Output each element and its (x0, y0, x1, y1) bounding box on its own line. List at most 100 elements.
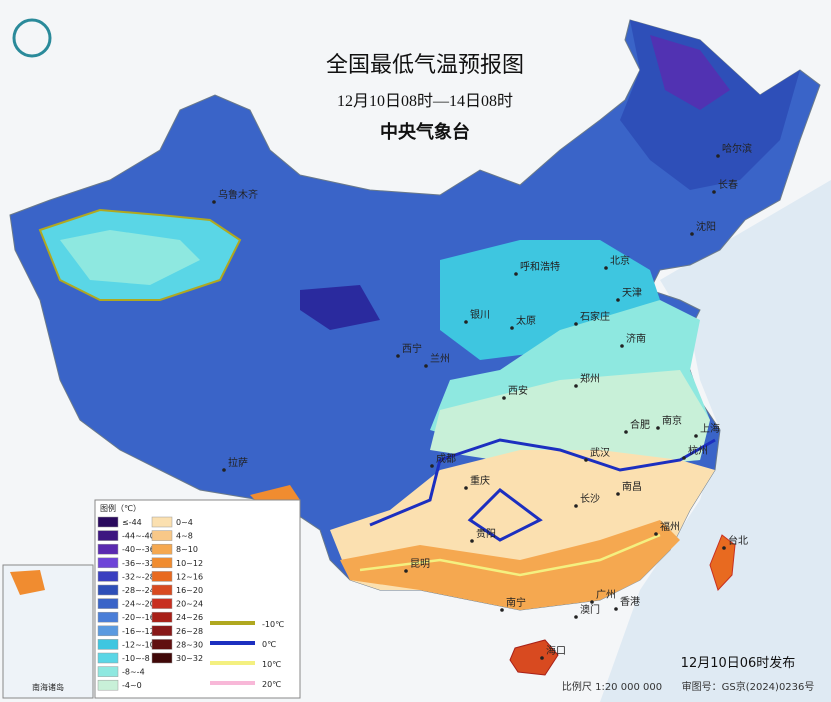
city-dot (470, 539, 474, 543)
zone-qaidam (300, 285, 380, 330)
legend-label: 20~24 (176, 600, 203, 609)
city-dot (424, 364, 428, 368)
legend-label: 24~26 (176, 613, 203, 622)
hainan (509, 639, 559, 676)
sea (600, 180, 831, 702)
city-label: 上海 (700, 422, 720, 435)
city-dot (620, 344, 624, 348)
city-dot (590, 600, 594, 604)
legend-swatch (151, 530, 173, 541)
legend-swatch (97, 625, 119, 637)
legend-label: -24~-20 (122, 600, 155, 609)
legend-label: 0~4 (176, 518, 193, 527)
logo (12, 18, 52, 58)
legend-label: -12~-10 (122, 640, 155, 649)
legend-swatch (97, 679, 119, 691)
city-dot (212, 200, 216, 204)
city-label: 西宁 (402, 342, 422, 355)
city-label: 长沙 (580, 493, 600, 505)
city-dot (222, 468, 226, 472)
city-dot (574, 615, 578, 619)
city-label: 福州 (660, 520, 680, 533)
legend-title: 图例（℃） (100, 503, 141, 513)
legend-label: 16~20 (176, 586, 203, 595)
city-dot (574, 322, 578, 326)
legend-label: -32~-28 (122, 572, 155, 581)
legend-label: -8~-4 (122, 668, 145, 677)
city-label: 西安 (508, 384, 528, 397)
city-label: 郑州 (580, 372, 600, 385)
city-dot (616, 298, 620, 302)
zone-very-cold (650, 35, 730, 110)
legend-label: 8~10 (176, 545, 198, 554)
ten-isotherm (359, 533, 661, 577)
zero-isotherm (369, 438, 716, 542)
legend-swatch (97, 666, 119, 677)
legend-swatch (97, 584, 119, 596)
legend-swatch (151, 639, 173, 650)
city-dot (624, 430, 628, 434)
city-dot (656, 426, 660, 430)
legend-line-label: -10℃ (262, 620, 284, 629)
city-label: 武汉 (590, 446, 610, 459)
map-number: 审图号：GS京(2024)0236号 (682, 680, 815, 693)
city-label: 天津 (622, 287, 642, 299)
city-dot (712, 190, 716, 194)
legend-swatch (97, 611, 119, 623)
legend-label: -28~-24 (122, 586, 155, 595)
legend-swatch (151, 652, 173, 664)
city-dot (500, 608, 504, 612)
city-label: 广州 (596, 589, 616, 601)
legend-label: 10~12 (176, 559, 203, 568)
legend-line-label: 10℃ (262, 660, 281, 669)
title: 全国最低气温预报图 (326, 53, 524, 78)
city-dot (690, 232, 694, 236)
zone-yangtze (430, 370, 710, 470)
legend-label: -44~-40 (122, 532, 155, 541)
city-label: 兰州 (430, 352, 450, 365)
city-dot (502, 396, 506, 400)
city-label: 石家庄 (580, 310, 610, 323)
city-label: 哈尔滨 (722, 142, 752, 155)
legend-swatch (151, 516, 173, 528)
city-dot (540, 656, 544, 660)
legend-label: -16~-12 (122, 627, 155, 636)
legend-label: -20~-16 (122, 613, 155, 622)
legend-swatch (151, 584, 173, 596)
city-label: 澳门 (580, 603, 600, 616)
city-dot (694, 434, 698, 438)
zone-tarim-inner (60, 230, 200, 285)
city-dot (464, 486, 468, 490)
legend-label: 4~8 (176, 532, 193, 541)
city-label: 长春 (718, 179, 738, 191)
legend-swatch (151, 611, 173, 623)
city-dot (616, 492, 620, 496)
city-label: 贵阳 (476, 527, 496, 540)
city-dot (574, 504, 578, 508)
legend-label: -4~0 (122, 681, 142, 690)
legend-swatch (97, 516, 119, 528)
city-label: 海口 (546, 644, 566, 657)
legend-swatch (151, 625, 173, 637)
legend-swatch (97, 652, 119, 664)
city-label: 台北 (728, 534, 748, 547)
legend-swatch (151, 571, 173, 582)
zone-south-warm (340, 520, 680, 610)
legend-box (94, 499, 301, 699)
city-label: 南京 (662, 414, 682, 427)
inset-label: 南海诸岛 (32, 682, 64, 692)
legend-label: 12~16 (176, 572, 203, 581)
city-dot (396, 354, 400, 358)
legend-swatch (97, 571, 119, 582)
legend-swatch (97, 598, 119, 609)
city-dot (510, 326, 514, 330)
city-label: 太原 (516, 314, 536, 327)
legend-swatch (97, 543, 119, 555)
legend-label: 26~28 (176, 627, 203, 636)
city-label: 香港 (620, 596, 640, 608)
city-dot (430, 464, 434, 468)
legend-label: 28~30 (176, 640, 203, 649)
legend-label: ≤-44 (122, 518, 142, 527)
city-dot (654, 532, 658, 536)
city-label: 银川 (470, 308, 490, 321)
